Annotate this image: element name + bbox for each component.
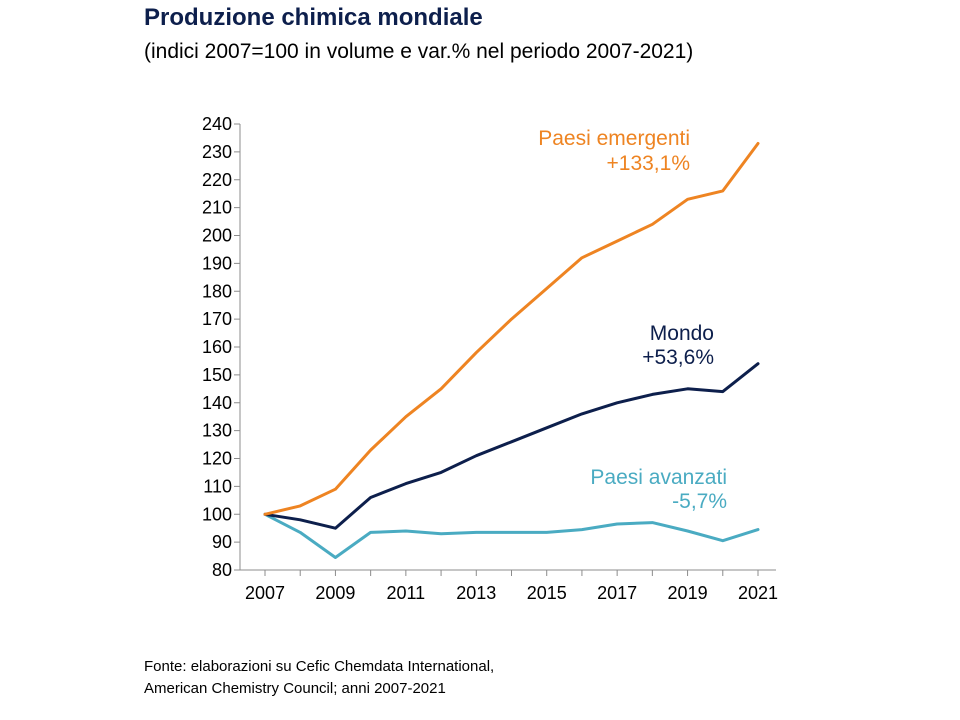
x-tick-label: 2009 (315, 583, 355, 603)
x-tick-label: 2015 (527, 583, 567, 603)
series-label-avanzati-name: Paesi avanzati (590, 466, 727, 489)
y-tick-label: 230 (202, 142, 232, 162)
series-labels: Paesi emergenti +133,1% Mondo +53,6% Pae… (538, 127, 727, 513)
series-label-emergenti-name: Paesi emergenti (538, 127, 690, 150)
series-line-emergenti (263, 142, 760, 516)
y-tick-label: 80 (212, 560, 232, 580)
x-tick-label: 2007 (245, 583, 285, 603)
y-tick-label: 130 (202, 421, 232, 441)
x-tick-label: 2017 (597, 583, 637, 603)
y-tick-label: 140 (202, 393, 232, 413)
chart-title: Produzione chimica mondiale (144, 4, 483, 31)
y-tick-label: 120 (202, 449, 232, 469)
series-line-avanzati (263, 512, 760, 559)
y-axis-ticks: 80 90 100 110 120 130 140 150 160 170 180 190 200 210… (202, 114, 240, 580)
chart-series-lines (263, 142, 760, 559)
x-tick-label: 2011 (386, 583, 425, 603)
y-tick-label: 100 (202, 504, 232, 524)
x-tick-label: 2019 (668, 583, 708, 603)
y-tick-label: 240 (202, 114, 232, 134)
source-line-2: American Chemistry Council; anni 2007-20… (144, 680, 446, 697)
y-tick-label: 210 (202, 198, 232, 218)
source-line-1: Fonte: elaborazioni su Cefic Chemdata In… (144, 658, 495, 675)
x-tick-label: 2021 (738, 583, 778, 603)
y-tick-label: 200 (202, 226, 232, 246)
x-tick-label: 2013 (456, 583, 496, 603)
y-tick-label: 160 (202, 337, 232, 357)
source-note: Fonte: elaborazioni su Cefic Chemdata In… (144, 656, 494, 700)
series-label-mondo-change: +53,6% (642, 346, 714, 369)
series-label-emergenti-change: +133,1% (607, 152, 691, 175)
line-chart: 80 90 100 110 120 130 140 150 160 170 180 190 200 210… (202, 114, 778, 603)
y-tick-label: 190 (202, 253, 232, 273)
y-tick-label: 90 (212, 532, 232, 552)
y-tick-label: 150 (202, 365, 232, 385)
y-tick-label: 180 (202, 281, 232, 301)
y-tick-label: 220 (202, 170, 232, 190)
series-line-mondo (263, 362, 760, 530)
y-tick-label: 110 (203, 476, 232, 496)
series-label-mondo-name: Mondo (650, 322, 714, 345)
chart-subtitle: (indici 2007=100 in volume e var.% nel p… (144, 40, 694, 63)
series-label-avanzati-change: -5,7% (672, 490, 727, 513)
x-axis-ticks: 2007 2009 2011 2013 2015 2017 2019 2021 (245, 570, 778, 603)
y-tick-label: 170 (202, 309, 232, 329)
